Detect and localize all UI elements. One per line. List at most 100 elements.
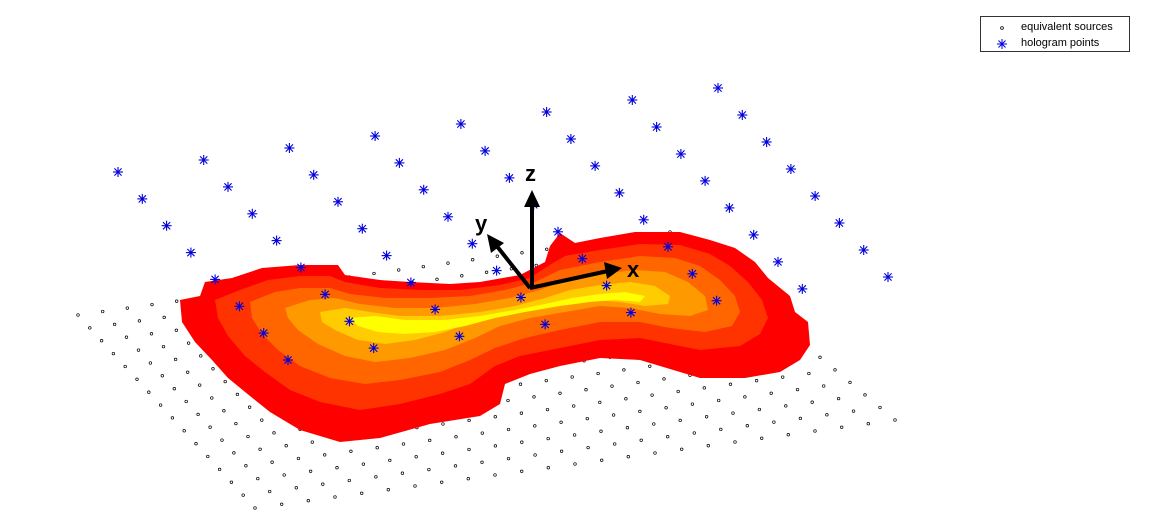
equivalent-source-marker [638, 409, 642, 414]
equivalent-source-marker [622, 368, 626, 372]
hologram-point-marker [113, 167, 123, 177]
equivalent-source-marker [414, 455, 418, 459]
equivalent-source-marker [184, 399, 188, 404]
equivalent-source-marker [349, 449, 353, 453]
equivalent-source-marker [229, 480, 234, 484]
equivalent-source-marker [480, 431, 484, 435]
equivalent-source-marker [613, 442, 617, 446]
x-axis-arrowhead [604, 262, 622, 279]
equivalent-source-marker [253, 506, 257, 510]
equivalent-source-marker [260, 418, 264, 422]
equivalent-source-marker [88, 326, 92, 330]
equivalent-source-marker [650, 393, 654, 397]
equivalent-source-marker [386, 488, 390, 492]
equivalent-source-marker [719, 427, 723, 432]
hologram-point-marker [810, 191, 821, 201]
equivalent-source-marker [112, 322, 117, 327]
equivalent-source-marker [586, 445, 590, 450]
equivalent-source-marker [745, 424, 749, 428]
equivalent-source-marker [506, 456, 511, 461]
hologram-point-marker [185, 247, 196, 258]
equivalent-source-marker [810, 400, 814, 404]
hologram-points-grid [113, 83, 893, 365]
equivalent-source-marker [599, 429, 603, 433]
hologram-point-marker [858, 245, 869, 255]
hologram-point-marker [627, 95, 638, 105]
equivalent-source-marker [572, 433, 577, 437]
equivalent-source-marker [639, 438, 643, 442]
equivalent-source-marker [124, 335, 129, 339]
equivalent-source-marker [754, 379, 759, 383]
equivalent-source-marker [546, 436, 550, 441]
equivalent-source-marker [545, 407, 550, 412]
hologram-point-marker [540, 319, 551, 330]
y-axis-label: y [475, 211, 488, 236]
hologram-point-marker [797, 283, 808, 294]
equivalent-source-marker [170, 416, 175, 420]
equivalent-source-marker [493, 444, 498, 448]
equivalent-source-marker [99, 339, 104, 343]
equivalent-source-marker [247, 405, 252, 409]
equivalent-source-marker [162, 315, 166, 320]
equivalent-source-marker [520, 251, 524, 255]
equivalent-source-marker [125, 306, 129, 310]
hologram-point-marker [381, 250, 392, 261]
hologram-point-marker [748, 229, 759, 240]
equivalent-source-marker [256, 476, 260, 481]
equivalent-source-marker [625, 426, 630, 430]
equivalent-source-marker [76, 313, 80, 317]
hologram-point-marker [368, 343, 379, 354]
equivalent-source-marker [453, 464, 458, 468]
equivalent-source-marker [769, 391, 773, 395]
equivalent-source-marker [480, 460, 484, 464]
equivalent-source-marker [833, 368, 837, 372]
equivalent-source-marker [388, 458, 392, 463]
equivalent-source-marker [757, 407, 762, 412]
hologram-point-marker [210, 274, 221, 285]
coordinate-axes: x y z [475, 161, 640, 290]
equivalent-source-marker [413, 484, 417, 488]
equivalent-source-marker [866, 422, 870, 426]
equivalent-source-marker [258, 447, 262, 451]
equivalent-source-marker [446, 261, 450, 265]
equivalent-source-marker [175, 299, 179, 303]
equivalent-source-marker [840, 425, 844, 429]
equivalent-source-marker [678, 418, 682, 423]
hologram-point-marker [430, 304, 441, 315]
equivalent-source-marker [158, 403, 163, 407]
equivalent-source-marker [440, 451, 445, 455]
equivalent-source-marker [206, 454, 210, 459]
hologram-point-marker [283, 355, 293, 365]
equivalent-source-marker [360, 491, 364, 495]
equivalent-source-marker [440, 480, 444, 484]
hologram-point-marker [357, 223, 368, 234]
equivalent-source-marker [664, 406, 668, 410]
equivalent-source-marker [717, 398, 721, 403]
equivalent-source-marker [610, 384, 614, 388]
equivalent-source-marker [520, 469, 524, 473]
legend-label-equivalent-sources: equivalent sources [1021, 21, 1113, 33]
hologram-point-marker [515, 292, 526, 303]
hologram-point-marker [700, 175, 711, 186]
equivalent-source-marker [173, 357, 178, 362]
z-axis-label: z [525, 161, 536, 186]
hologram-point-marker [454, 331, 465, 342]
small-circle-marker-icon [1000, 26, 1004, 30]
legend-entry-equivalent-sources: equivalent sources [981, 20, 1129, 36]
equivalent-source-marker [427, 467, 431, 472]
equivalent-source-marker [484, 270, 489, 274]
equivalent-source-marker [626, 455, 630, 459]
x-axis-label: x [627, 257, 640, 282]
equivalent-source-marker [199, 354, 203, 358]
equivalent-source-marker [347, 478, 351, 483]
hologram-point-marker [713, 83, 723, 93]
equivalent-source-marker [435, 277, 439, 281]
hologram-point-marker [834, 218, 845, 228]
hologram-point-marker [601, 280, 612, 291]
equivalent-source-marker [680, 447, 684, 451]
equivalent-source-marker [544, 378, 548, 383]
equivalent-source-marker [217, 467, 222, 472]
hologram-point-marker [590, 160, 601, 171]
y-axis-arrow [494, 243, 532, 290]
equivalent-source-marker [182, 429, 186, 433]
